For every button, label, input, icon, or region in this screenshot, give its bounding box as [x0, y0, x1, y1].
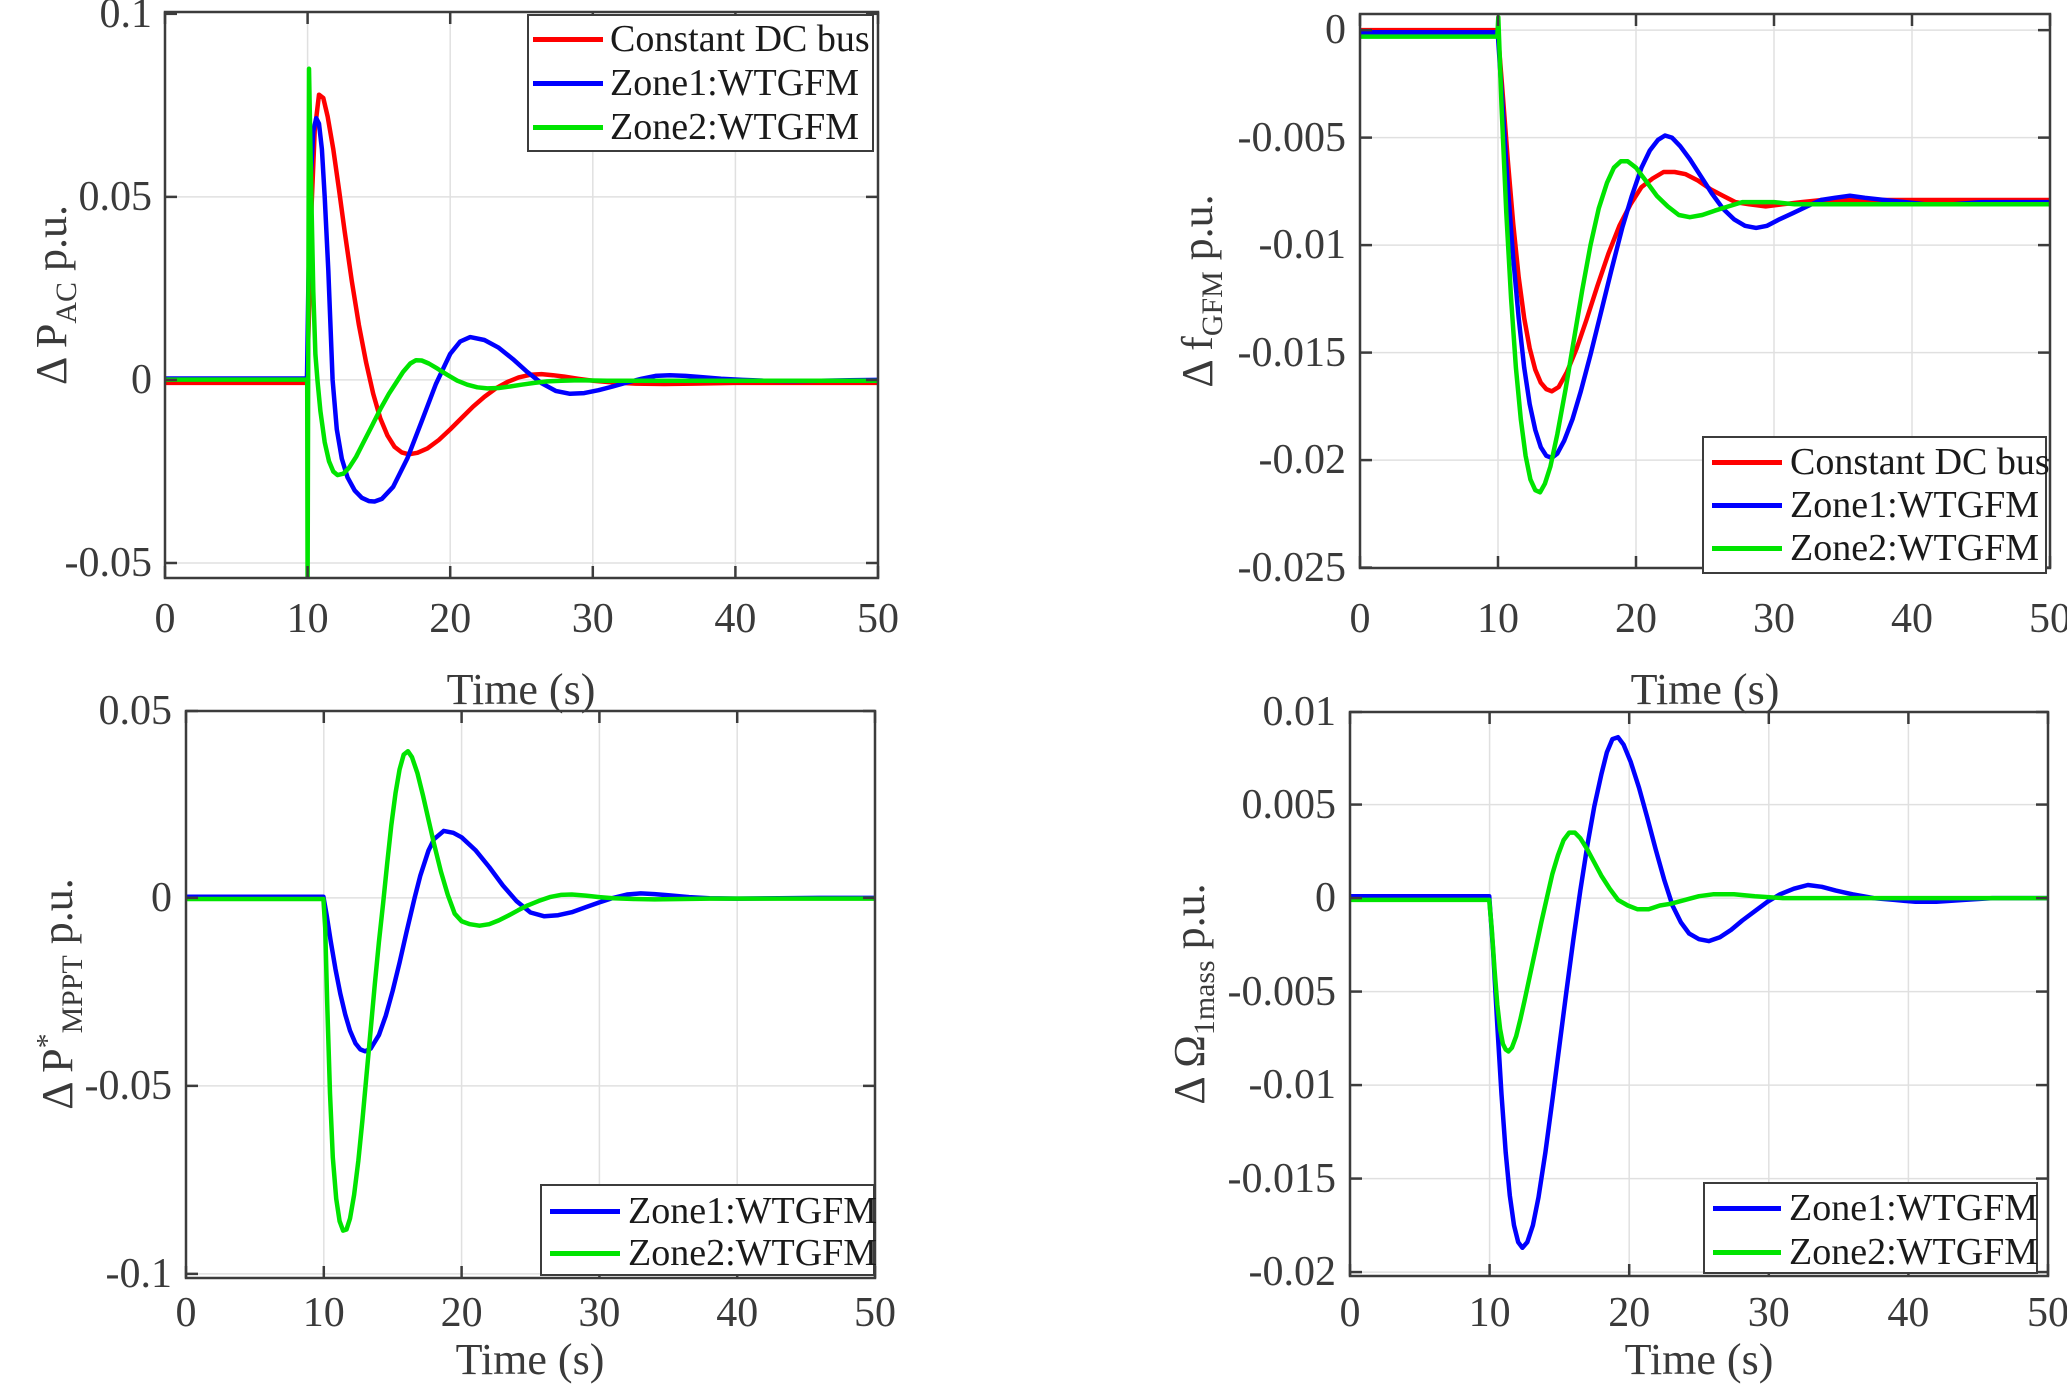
x-tick-label: 40	[714, 596, 757, 642]
x-tick-label: 0	[154, 596, 176, 642]
y-axis-label-part: p.u.	[1165, 883, 1214, 961]
x-tick-label: 0	[175, 1290, 197, 1336]
y-axis-label: Δ Ω1mass p.u.	[1165, 883, 1221, 1105]
x-tick-label: 40	[716, 1290, 759, 1336]
y-tick-label: 0.05	[98, 688, 173, 734]
y-tick-label: -0.025	[1237, 544, 1347, 591]
legend-line-constant-dc-bus	[1712, 459, 1782, 465]
y-tick-label: -0.005	[1237, 114, 1347, 161]
x-tick-label: 10	[302, 1290, 345, 1336]
x-tick-label: 30	[1753, 596, 1795, 642]
y-tick-label: 0.05	[78, 173, 153, 220]
y-axis-label-part: Δ Ω	[1165, 1035, 1214, 1105]
axes-box	[184, 709, 877, 1280]
x-tick-label: 50	[857, 596, 899, 642]
y-tick-label: -0.02	[1248, 1249, 1337, 1296]
x-tick-label: 30	[578, 1290, 621, 1336]
x-tick-label: 30	[571, 596, 614, 642]
y-tick-label: 0.005	[1241, 781, 1337, 828]
series-line-zone2-wtgfm	[1360, 14, 2050, 495]
y-tick-label: -0.02	[1258, 437, 1347, 484]
series-line-zone1-wtgfm	[165, 115, 878, 504]
legend-line-zone2-wtgfm	[1713, 1249, 1781, 1255]
legend-label-zone1-wtgfm: Zone1:WTGFM	[610, 62, 860, 104]
legend-line-constant-dc-bus	[533, 36, 603, 42]
y-tick-label: 0.1	[99, 0, 153, 37]
x-tick-label: 10	[1468, 1290, 1511, 1336]
x-axis-label: Time (s)	[1630, 665, 1780, 714]
x-axis-label: Time (s)	[1624, 1335, 1774, 1384]
y-tick-label: -0.05	[84, 1062, 173, 1109]
x-tick-label: 50	[854, 1290, 896, 1336]
y-tick-label: 0	[1315, 875, 1336, 922]
legend-label-zone1-wtgfm: Zone1:WTGFM	[1789, 1187, 2039, 1229]
x-tick-label: 10	[1477, 596, 1519, 642]
y-tick-label: -0.015	[1227, 1155, 1337, 1202]
y-tick-label: 0.01	[1262, 689, 1337, 735]
x-axis-label: Time (s)	[455, 1335, 605, 1384]
legend-label-zone1-wtgfm: Zone1:WTGFM	[1790, 484, 2040, 526]
legend-line-zone1-wtgfm	[1713, 1205, 1781, 1211]
x-tick-label: 20	[1608, 1290, 1651, 1336]
x-tick-label: 50	[2027, 1290, 2067, 1336]
legend-box-delta-p-mppt	[540, 1184, 875, 1276]
series-line-zone2-wtgfm	[1350, 830, 2048, 1054]
legend-label-constant-dc-bus: Constant DC bus	[610, 18, 870, 60]
x-axis-label: Time (s)	[446, 665, 596, 714]
y-tick-label: -0.05	[64, 539, 153, 586]
y-tick-label: 0	[131, 356, 152, 403]
x-tick-label: 20	[440, 1290, 483, 1336]
legend-line-zone1-wtgfm	[533, 80, 603, 86]
legend-label-zone2-wtgfm: Zone2:WTGFM	[628, 1232, 878, 1274]
axes-box	[163, 10, 880, 580]
legend-label-zone1-wtgfm: Zone1:WTGFM	[628, 1190, 878, 1232]
y-axis-label-part: 1mass	[1187, 960, 1221, 1036]
x-tick-label: 20	[429, 596, 472, 642]
legend-line-zone2-wtgfm	[1712, 545, 1782, 551]
axes-box	[1348, 710, 2050, 1278]
y-tick-label: 0	[151, 874, 172, 921]
x-tick-label: 0	[1339, 1290, 1361, 1336]
x-tick-label: 30	[1747, 1290, 1790, 1336]
series-line-zone2-wtgfm	[165, 66, 878, 578]
series-line-zone1-wtgfm	[186, 828, 875, 1054]
y-tick-label: -0.015	[1237, 329, 1347, 376]
y-tick-label: -0.01	[1258, 222, 1347, 269]
y-tick-label: -0.01	[1248, 1062, 1337, 1109]
y-tick-label: -0.1	[105, 1250, 173, 1297]
legend-label-zone2-wtgfm: Zone2:WTGFM	[610, 106, 860, 148]
series-line-zone1-wtgfm	[1360, 30, 2050, 461]
series-line-zone1-wtgfm	[1350, 734, 2048, 1251]
legend-box-delta-omega-1mass	[1703, 1182, 2038, 1274]
legend-label-zone2-wtgfm: Zone2:WTGFM	[1790, 527, 2040, 569]
x-tick-label: 0	[1349, 596, 1371, 642]
x-tick-label: 40	[1887, 1290, 1930, 1336]
x-tick-label: 50	[2029, 596, 2067, 642]
legend-line-zone1-wtgfm	[550, 1208, 620, 1214]
y-tick-label: -0.005	[1227, 968, 1337, 1015]
x-tick-label: 20	[1615, 596, 1657, 642]
legend-label-zone2-wtgfm: Zone2:WTGFM	[1789, 1231, 2039, 1273]
legend-line-zone2-wtgfm	[550, 1250, 620, 1256]
x-tick-label: 10	[286, 596, 329, 642]
legend-line-zone2-wtgfm	[533, 124, 603, 130]
y-tick-label: 0	[1325, 7, 1346, 54]
legend-line-zone1-wtgfm	[1712, 502, 1782, 508]
x-tick-label: 40	[1891, 596, 1933, 642]
series-line-zone2-wtgfm	[186, 748, 875, 1233]
legend-label-constant-dc-bus: Constant DC bus	[1790, 441, 2050, 483]
